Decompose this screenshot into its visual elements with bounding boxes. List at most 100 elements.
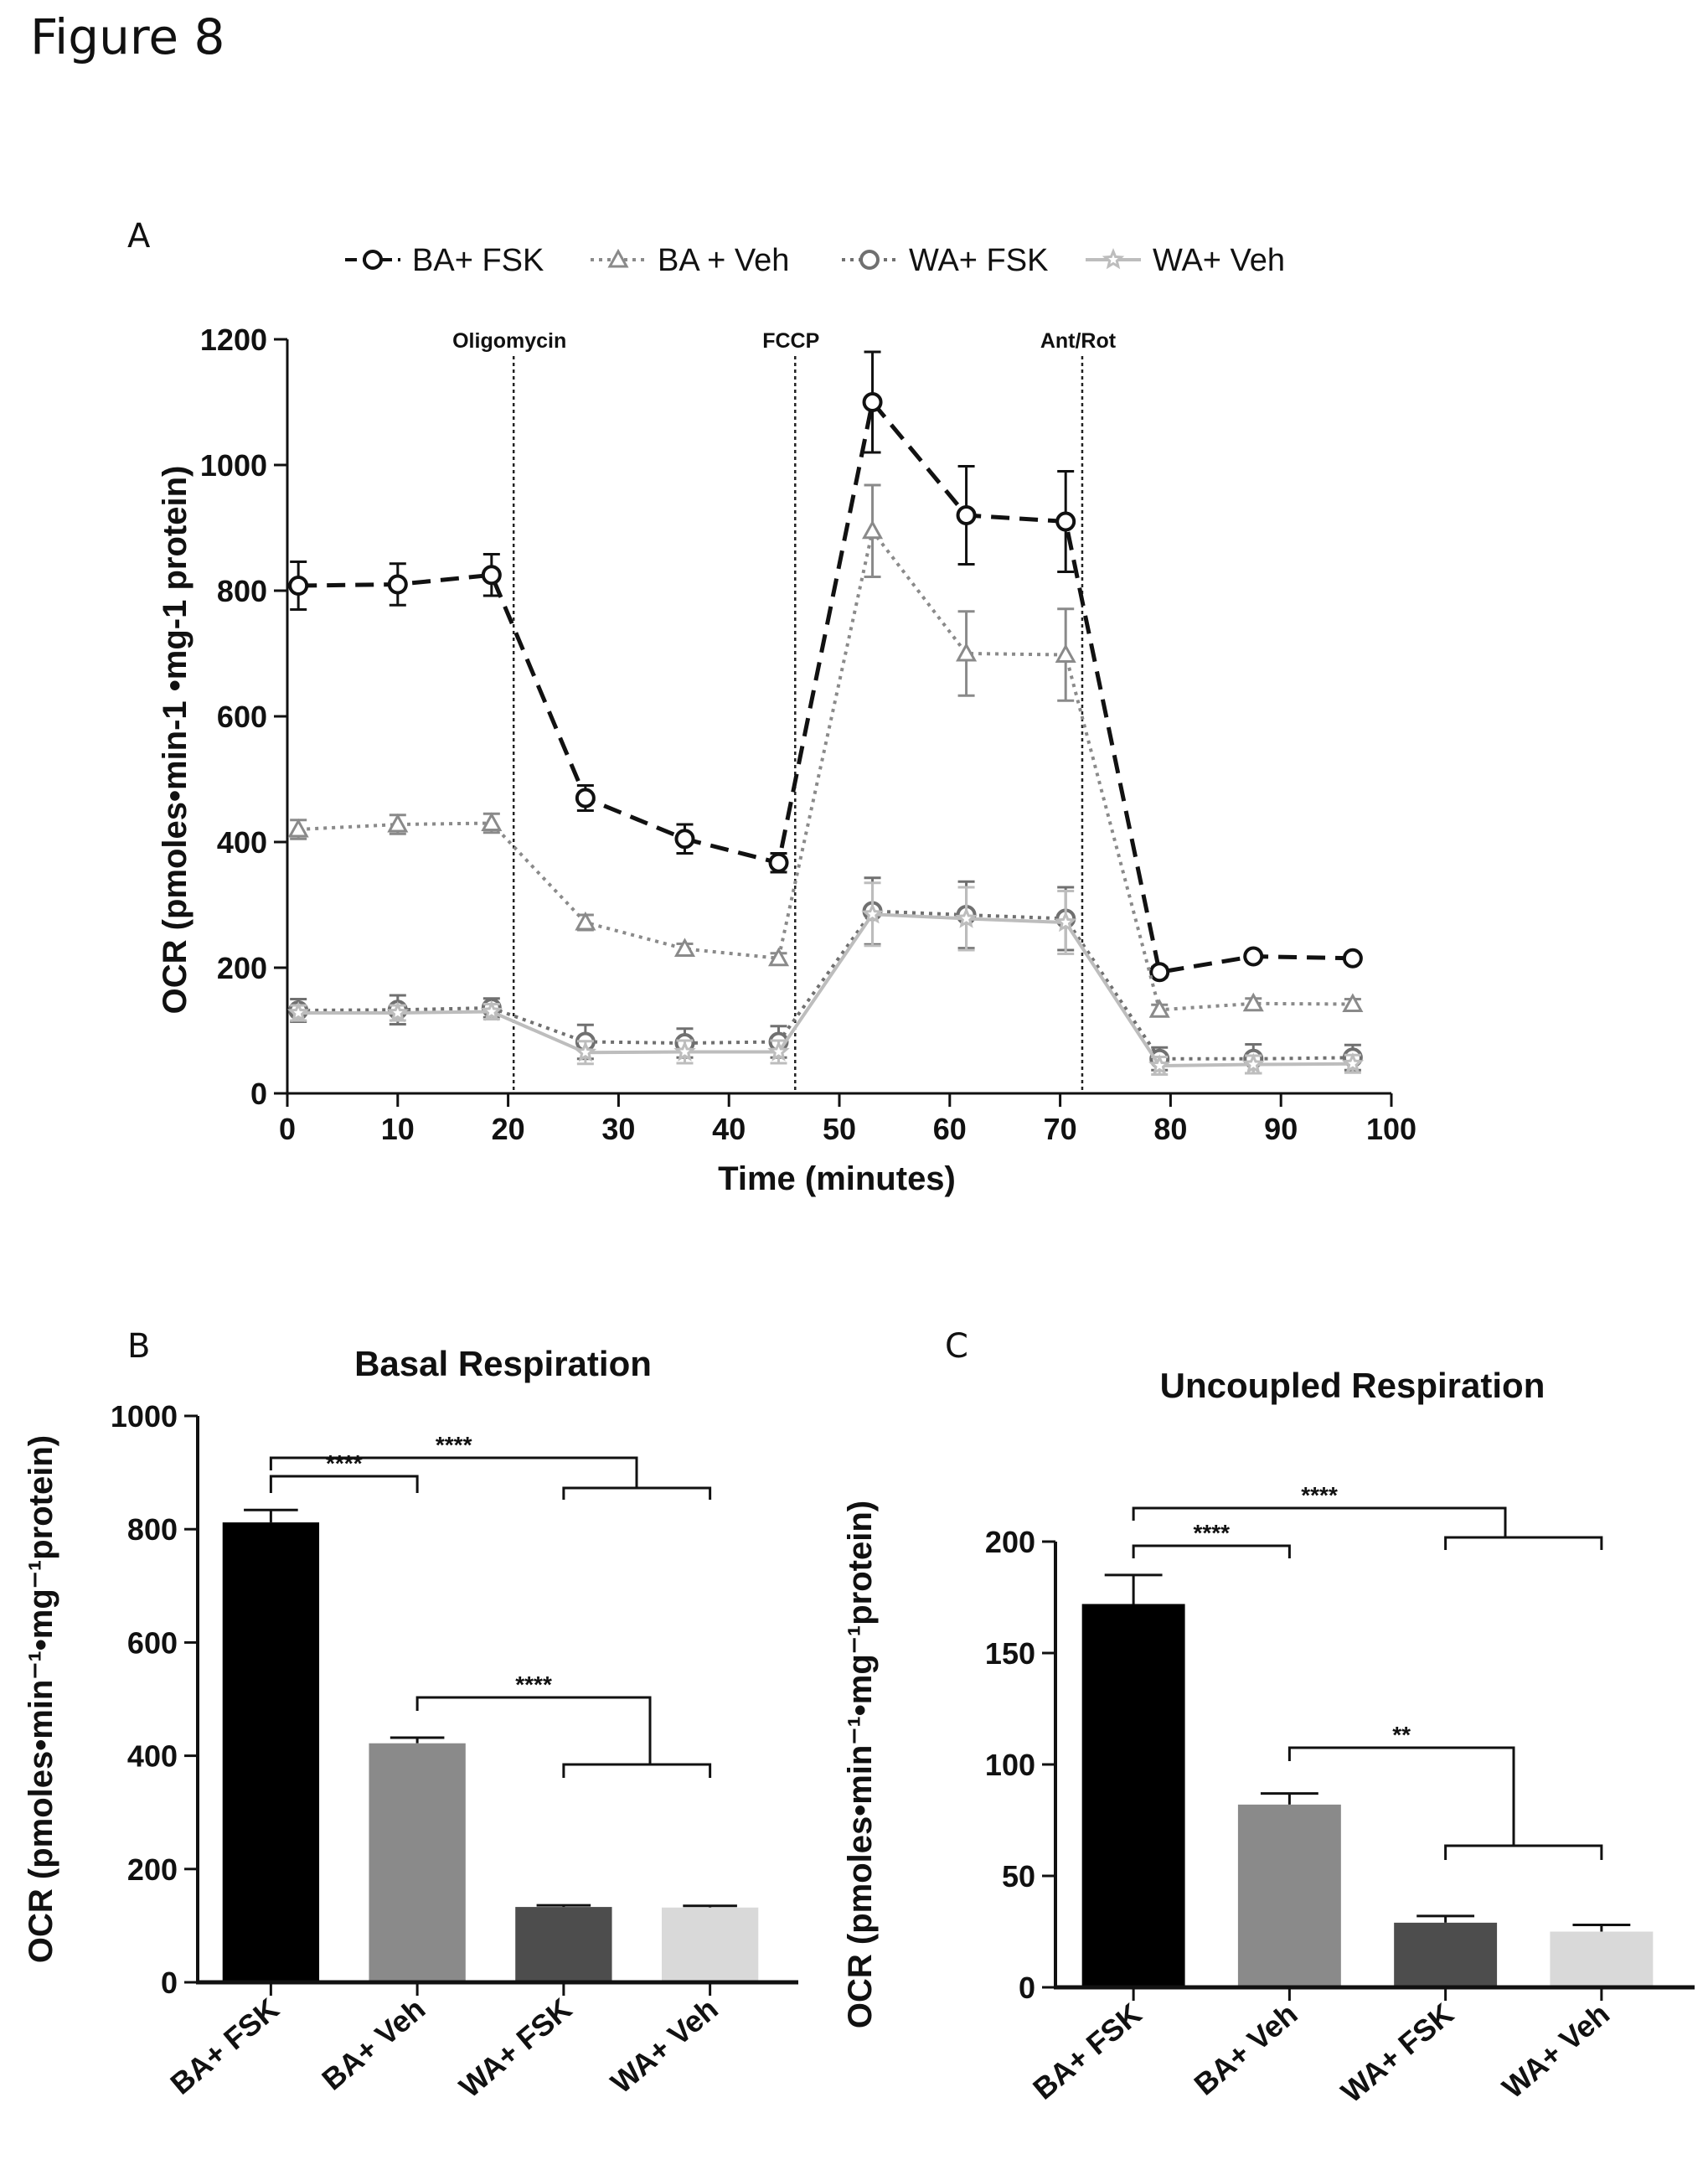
data-point bbox=[1241, 1052, 1265, 1074]
legend-marker bbox=[607, 248, 629, 268]
x-tick-label: 90 bbox=[1264, 1112, 1298, 1146]
data-point bbox=[1342, 948, 1363, 969]
data-point bbox=[1149, 962, 1170, 983]
data-point bbox=[1243, 946, 1264, 967]
data-point bbox=[481, 565, 502, 586]
event-label: Ant/Rot bbox=[1040, 329, 1117, 353]
x-tick-label: 50 bbox=[823, 1112, 856, 1146]
category-label: BA+ FSK bbox=[1026, 1997, 1148, 2106]
bar bbox=[1081, 1604, 1185, 1987]
x-tick-label: 10 bbox=[381, 1112, 415, 1146]
data-point bbox=[767, 947, 790, 967]
data-point bbox=[955, 907, 978, 928]
event-label: FCCP bbox=[762, 329, 819, 353]
significance-bracket bbox=[269, 1475, 419, 1493]
y-tick-label: 800 bbox=[217, 574, 267, 608]
significance-sub-bracket bbox=[562, 1486, 712, 1500]
x-tick-label: 70 bbox=[1044, 1112, 1077, 1146]
data-point bbox=[956, 505, 977, 525]
x-tick-label: 30 bbox=[601, 1112, 635, 1146]
data-point bbox=[673, 1040, 696, 1062]
x-tick-label: 40 bbox=[712, 1112, 746, 1146]
data-point bbox=[861, 519, 884, 540]
legend-label: BA+ FSK bbox=[412, 243, 544, 278]
y-tick-label: 200 bbox=[985, 1525, 1035, 1559]
category-label: WA+ Veh bbox=[604, 1992, 725, 2100]
data-point bbox=[767, 1040, 790, 1062]
bar bbox=[661, 1907, 759, 1982]
series-line bbox=[298, 912, 1353, 1068]
series-line bbox=[298, 397, 1353, 975]
panel-letter-a: A bbox=[127, 217, 151, 256]
bar bbox=[222, 1522, 320, 1982]
data-point bbox=[673, 938, 696, 957]
y-tick-label: 1000 bbox=[200, 448, 267, 483]
series-ba-fsk bbox=[288, 350, 1363, 983]
significance-label: **** bbox=[436, 1432, 472, 1458]
data-point bbox=[1342, 993, 1364, 1012]
category-label: WA+ FSK bbox=[452, 1992, 578, 2105]
significance-sub-bracket bbox=[1444, 1844, 1603, 1860]
category-label: WA+ FSK bbox=[1334, 1997, 1460, 2110]
legend-marker bbox=[859, 250, 880, 270]
x-tick-label: 60 bbox=[933, 1112, 967, 1146]
data-point bbox=[480, 1000, 503, 1021]
legend-label: WA+ FSK bbox=[909, 243, 1048, 278]
y-tick-label: 0 bbox=[1019, 1971, 1035, 2005]
chart-title: Uncoupled Respiration bbox=[1160, 1366, 1545, 1405]
chart-title: Basal Respiration bbox=[354, 1344, 652, 1383]
category-label: BA+ Veh bbox=[315, 1992, 431, 2097]
significance-label: **** bbox=[1193, 1520, 1230, 1546]
y-tick-label: 400 bbox=[127, 1739, 178, 1774]
significance-label: **** bbox=[1301, 1482, 1338, 1508]
legend-marker bbox=[363, 250, 383, 270]
significance-bracket bbox=[1132, 1544, 1291, 1558]
bar bbox=[369, 1743, 466, 1982]
data-point bbox=[387, 574, 408, 595]
significance-sub-bracket bbox=[562, 1763, 712, 1778]
y-axis-title: OCR (pmoles•min-1 •mg-1 protein) bbox=[157, 466, 194, 1015]
y-tick-label: 1000 bbox=[111, 1399, 178, 1434]
data-point bbox=[481, 812, 503, 831]
significance-bracket bbox=[269, 1456, 638, 1488]
line-chart-ocr-timecourse: 0 200 400 600 800 1000 1200 0 10 20 30 40 50 60 70 80 90… bbox=[157, 243, 1416, 1197]
series-wa-veh bbox=[286, 881, 1365, 1076]
y-tick-label: 150 bbox=[985, 1636, 1035, 1671]
bar bbox=[1394, 1922, 1498, 1987]
y-axis-title: OCR (pmoles•min⁻¹•mg⁻¹protein) bbox=[23, 1435, 59, 1963]
bar bbox=[515, 1907, 612, 1982]
x-tick-label: 100 bbox=[1366, 1112, 1416, 1146]
y-tick-label: 400 bbox=[217, 825, 267, 860]
category-label: BA+ FSK bbox=[163, 1992, 285, 2101]
data-point bbox=[1148, 1054, 1171, 1076]
legend-label: WA+ Veh bbox=[1153, 243, 1285, 278]
series-ba-veh bbox=[287, 483, 1364, 1018]
y-axis-title: OCR (pmoles•min⁻¹•mg⁻¹protein) bbox=[842, 1501, 879, 2028]
legend-label: BA + Veh bbox=[658, 243, 789, 278]
data-point bbox=[288, 576, 309, 596]
data-point bbox=[1148, 999, 1170, 1018]
data-point bbox=[286, 1001, 310, 1023]
data-point bbox=[862, 392, 883, 412]
bar bbox=[1237, 1804, 1341, 1987]
significance-bracket bbox=[415, 1696, 652, 1764]
panel-letter-c: C bbox=[945, 1327, 968, 1366]
series-line bbox=[298, 909, 1353, 1061]
data-point bbox=[674, 829, 695, 850]
y-tick-label: 100 bbox=[985, 1748, 1035, 1782]
event-label: Oligomycin bbox=[452, 329, 566, 353]
data-point bbox=[1055, 643, 1076, 663]
x-tick-label: 20 bbox=[492, 1112, 525, 1146]
y-tick-label: 50 bbox=[1002, 1859, 1035, 1893]
data-point bbox=[575, 788, 596, 809]
data-point bbox=[575, 911, 596, 931]
data-point bbox=[287, 818, 309, 838]
y-tick-label: 0 bbox=[161, 1966, 178, 2000]
y-tick-label: 600 bbox=[127, 1625, 178, 1660]
x-axis-title: Time (minutes) bbox=[718, 1160, 956, 1197]
category-label: WA+ Veh bbox=[1495, 1997, 1616, 2105]
significance-label: **** bbox=[515, 1671, 552, 1697]
bar-chart-uncoupled-respiration: Uncoupled Respiration OCR (pmoles•min⁻¹•m… bbox=[842, 1366, 1695, 2110]
data-point bbox=[861, 902, 884, 924]
